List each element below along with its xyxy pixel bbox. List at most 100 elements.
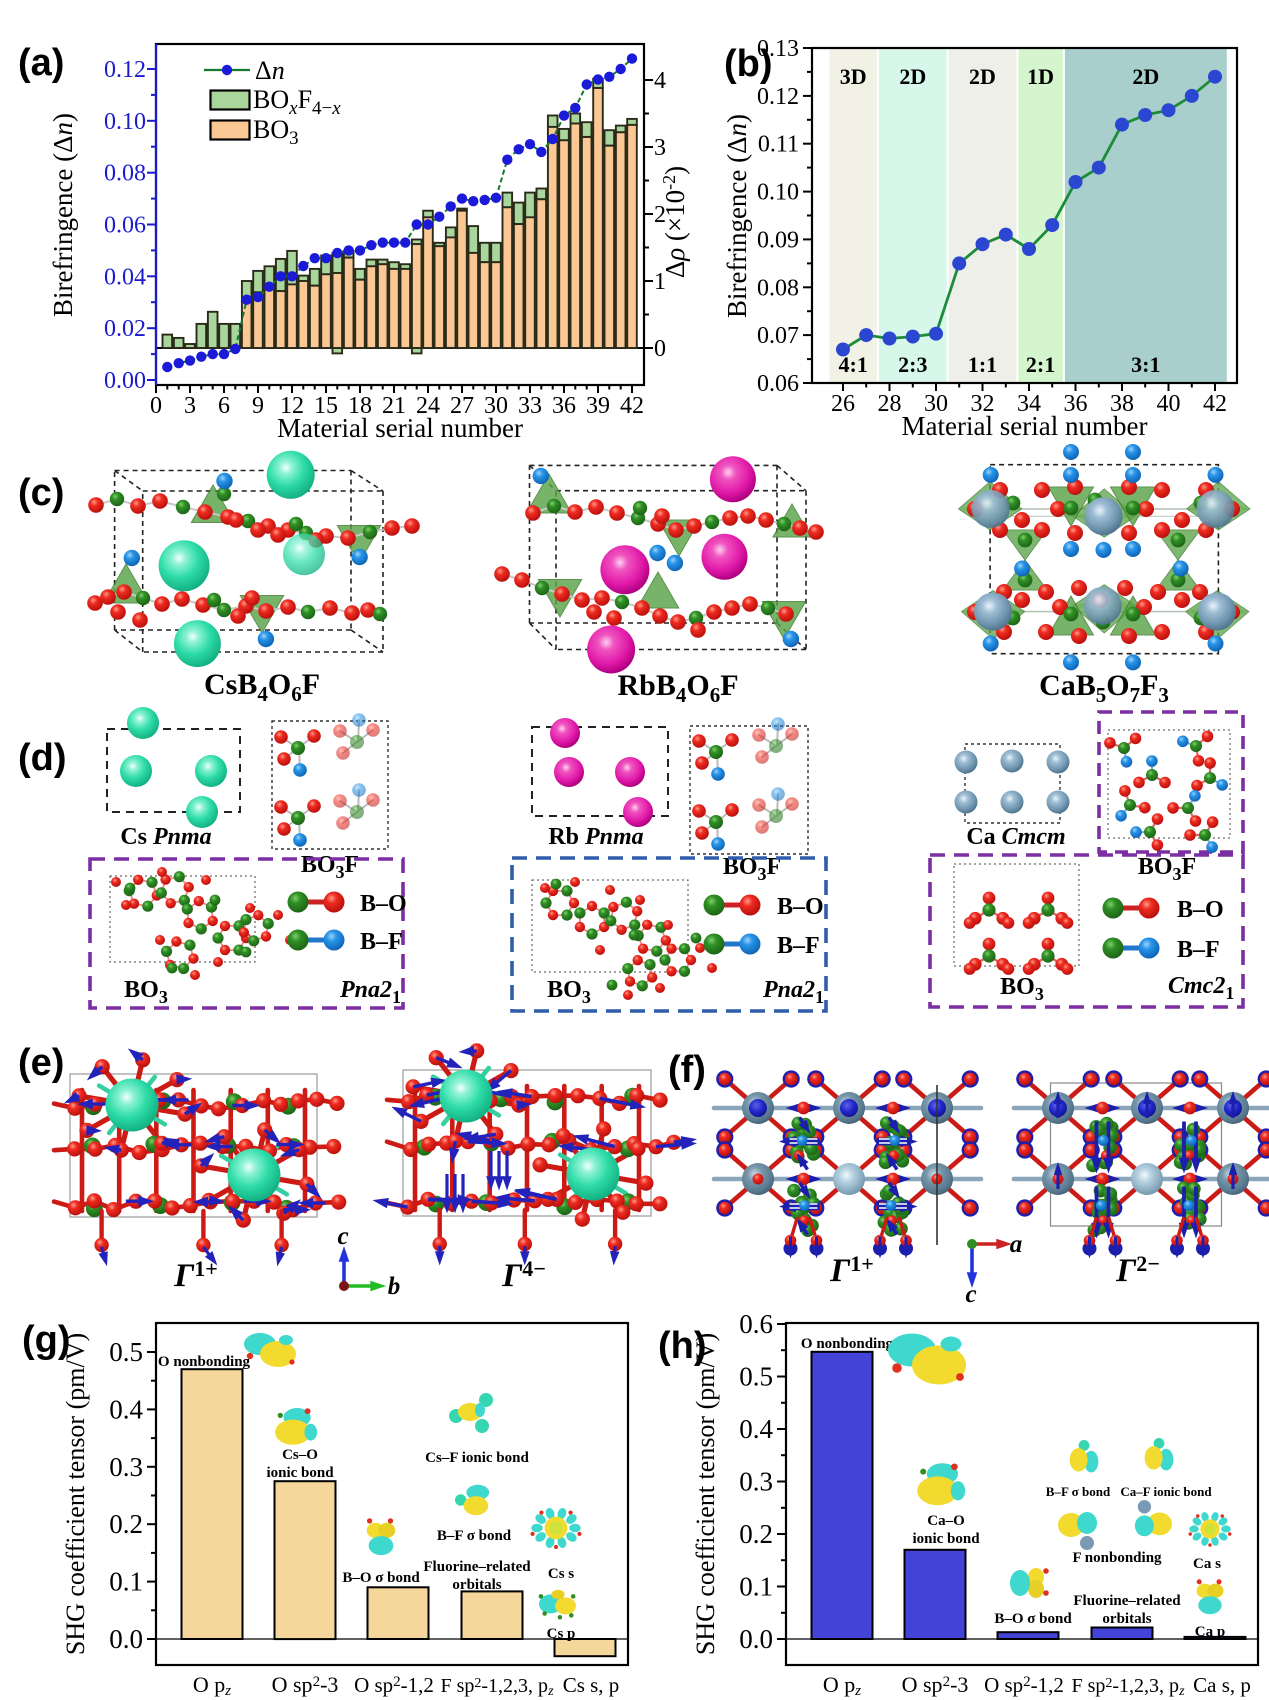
svg-text:42: 42 <box>620 393 644 419</box>
svg-text:Cs p: Cs p <box>547 1626 576 1642</box>
svg-text:Γ1+: Γ1+ <box>829 1251 873 1289</box>
svg-text:0.4: 0.4 <box>739 1414 773 1444</box>
svg-text:2D: 2D <box>1132 64 1159 89</box>
svg-text:Material serial number: Material serial number <box>277 413 523 443</box>
svg-text:c: c <box>965 1281 976 1308</box>
svg-text:9: 9 <box>252 393 264 419</box>
svg-text:0.06: 0.06 <box>104 213 146 239</box>
svg-text:0.12: 0.12 <box>104 57 146 83</box>
svg-text:0.06: 0.06 <box>757 371 799 397</box>
svg-text:ionic bond: ionic bond <box>266 1465 334 1481</box>
svg-text:(g): (g) <box>22 1319 71 1361</box>
svg-text:B–O σ bond: B–O σ bond <box>342 1570 420 1586</box>
svg-text:(a): (a) <box>18 42 64 84</box>
svg-text:0.13: 0.13 <box>757 36 799 62</box>
svg-text:0: 0 <box>150 393 162 419</box>
svg-text:0.1: 0.1 <box>109 1567 143 1597</box>
svg-text:3D: 3D <box>840 64 867 89</box>
svg-text:O nonbonding: O nonbonding <box>801 1336 894 1352</box>
svg-text:Cmc21: Cmc21 <box>1168 973 1234 1003</box>
svg-text:B–O: B–O <box>777 894 824 920</box>
svg-text:B–O σ bond: B–O σ bond <box>994 1611 1072 1627</box>
svg-text:36: 36 <box>1064 391 1088 417</box>
svg-text:F sp2-1,2,3, pz: F sp2-1,2,3, pz <box>440 1675 554 1699</box>
svg-text:18: 18 <box>348 393 372 419</box>
svg-text:Ca p: Ca p <box>1195 1624 1225 1640</box>
svg-text:0.0: 0.0 <box>739 1624 773 1654</box>
svg-text:Ca Cmcm: Ca Cmcm <box>966 824 1065 850</box>
svg-text:(b): (b) <box>724 43 773 85</box>
svg-text:6: 6 <box>218 393 230 419</box>
svg-text:orbitals: orbitals <box>1102 1611 1151 1627</box>
svg-text:c: c <box>337 1223 348 1250</box>
svg-text:SHG coefficient tensor (pm/V): SHG coefficient tensor (pm/V) <box>61 1333 90 1655</box>
svg-text:4: 4 <box>654 68 666 94</box>
svg-text:30: 30 <box>924 391 948 417</box>
svg-text:0.2: 0.2 <box>109 1509 143 1539</box>
svg-text:3:1: 3:1 <box>1131 352 1160 377</box>
svg-text:34: 34 <box>1017 391 1041 417</box>
svg-text:0.6: 0.6 <box>739 1309 773 1339</box>
svg-text:0.5: 0.5 <box>739 1362 773 1392</box>
svg-text:Cs–F ionic bond: Cs–F ionic bond <box>425 1450 529 1466</box>
svg-text:2D: 2D <box>899 64 926 89</box>
svg-text:0.10: 0.10 <box>757 180 799 206</box>
svg-text:27: 27 <box>450 393 474 419</box>
svg-text:Ca s: Ca s <box>1193 1556 1221 1572</box>
svg-text:(f): (f) <box>668 1049 706 1091</box>
svg-text:39: 39 <box>586 393 610 419</box>
svg-text:28: 28 <box>878 391 902 417</box>
svg-text:24: 24 <box>416 393 440 419</box>
svg-text:2:1: 2:1 <box>1026 352 1055 377</box>
svg-text:O sp2-1,2: O sp2-1,2 <box>984 1673 1064 1697</box>
svg-text:0.12: 0.12 <box>757 84 799 110</box>
svg-text:(c): (c) <box>18 472 64 514</box>
svg-text:b: b <box>388 1273 401 1300</box>
svg-text:Ca–F ionic bond: Ca–F ionic bond <box>1120 1484 1212 1499</box>
svg-text:0.10: 0.10 <box>104 109 146 135</box>
svg-text:F sp2-1,2,3, pz: F sp2-1,2,3, pz <box>1071 1675 1185 1699</box>
svg-text:Birefringence (Δn): Birefringence (Δn) <box>48 113 78 317</box>
svg-text:1D: 1D <box>1027 64 1054 89</box>
svg-text:Cs Pnma: Cs Pnma <box>120 824 211 850</box>
svg-text:2:3: 2:3 <box>898 352 927 377</box>
svg-text:O sp2-1,2: O sp2-1,2 <box>354 1673 434 1697</box>
svg-text:38: 38 <box>1110 391 1134 417</box>
svg-text:O nonbonding: O nonbonding <box>158 1354 251 1370</box>
svg-text:O pz: O pz <box>823 1672 861 1699</box>
svg-text:Γ4−: Γ4− <box>501 1256 545 1294</box>
svg-text:0: 0 <box>654 336 666 362</box>
svg-text:B–F: B–F <box>360 929 403 955</box>
svg-text:F nonbonding: F nonbonding <box>1072 1550 1162 1566</box>
svg-text:0.09: 0.09 <box>757 227 799 253</box>
svg-text:26: 26 <box>831 391 855 417</box>
svg-text:Δρ (×10-2): Δρ (×10-2) <box>659 166 690 278</box>
svg-text:0.11: 0.11 <box>758 132 799 158</box>
svg-text:BO3F: BO3F <box>1138 854 1196 884</box>
svg-text:1: 1 <box>654 269 666 295</box>
svg-text:3: 3 <box>184 393 196 419</box>
svg-text:Fluorine–related: Fluorine–related <box>423 1559 531 1575</box>
svg-text:Ca–O: Ca–O <box>927 1513 965 1529</box>
svg-text:2D: 2D <box>969 64 996 89</box>
svg-text:0.00: 0.00 <box>104 368 146 394</box>
svg-text:0.3: 0.3 <box>109 1452 143 1482</box>
svg-text:BO3F: BO3F <box>301 852 359 882</box>
svg-text:0.08: 0.08 <box>104 161 146 187</box>
svg-text:B–F σ bond: B–F σ bond <box>437 1528 512 1544</box>
svg-text:0.1: 0.1 <box>739 1572 773 1602</box>
svg-text:0.07: 0.07 <box>757 323 799 349</box>
svg-text:36: 36 <box>552 393 576 419</box>
svg-text:orbitals: orbitals <box>452 1577 501 1593</box>
svg-text:0.5: 0.5 <box>109 1337 143 1367</box>
svg-text:0.2: 0.2 <box>739 1519 773 1549</box>
svg-text:B–O: B–O <box>360 891 407 917</box>
svg-text:Γ2−: Γ2− <box>1115 1251 1159 1289</box>
svg-text:15: 15 <box>314 393 338 419</box>
svg-text:a: a <box>1010 1231 1023 1258</box>
svg-text:3: 3 <box>654 135 666 161</box>
svg-text:Birefringence (Δn): Birefringence (Δn) <box>722 114 752 318</box>
svg-text:B–O: B–O <box>1177 897 1224 923</box>
svg-text:Γ1+: Γ1+ <box>173 1256 217 1294</box>
svg-text:30: 30 <box>484 393 508 419</box>
